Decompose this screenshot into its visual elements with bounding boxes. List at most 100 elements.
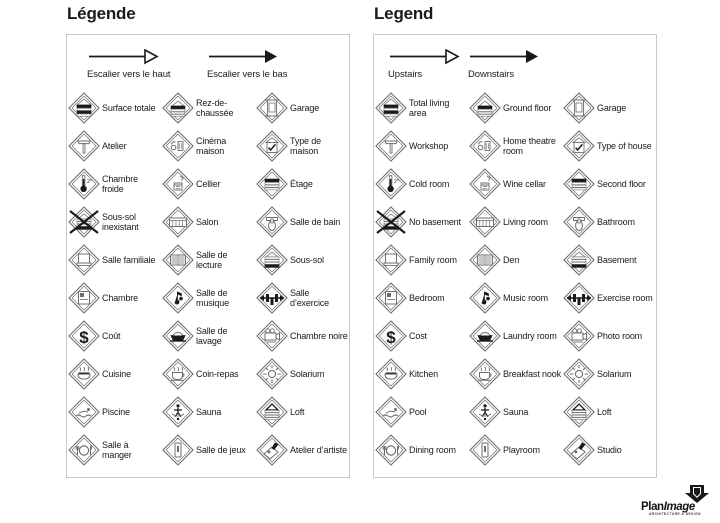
legend-item[interactable]: Salle de lavage [161, 317, 255, 355]
legend-item-label: Cost [409, 330, 427, 341]
legend-item-label: Salle de musique [196, 287, 229, 308]
legend-item[interactable]: $ Coût [67, 317, 161, 355]
legend-item-label: Ground floor [503, 102, 552, 113]
legend-item[interactable]: Cinéma maison [161, 127, 255, 165]
legend-item[interactable]: Chambre noire [255, 317, 349, 355]
page-title-en: Legend [374, 4, 434, 23]
legend-item[interactable]: Atelier [67, 127, 161, 165]
legend-row: $ Cost Laundry room Photo room [374, 317, 656, 355]
legend-item-label: Total living area [409, 97, 450, 118]
legend-item[interactable]: Home theatre room [468, 127, 562, 165]
legend-item[interactable]: Chambre [67, 279, 161, 317]
legend-item[interactable]: No basement [374, 203, 468, 241]
legend-item[interactable]: 2° Chambre froide [67, 165, 161, 203]
dining-room-icon [374, 433, 408, 467]
legend-item[interactable]: Cuisine [67, 355, 161, 393]
legend-item[interactable]: Photo room [562, 317, 656, 355]
legend-item[interactable]: Type de maison [255, 127, 349, 165]
laundry-room-icon [161, 319, 195, 353]
cold-room-icon: 2° [67, 167, 101, 201]
workshop-icon [374, 129, 408, 163]
legend-row: Dining room Playroom Studio [374, 431, 656, 469]
legend-item-label: Surface totale [102, 102, 156, 113]
legend-item[interactable]: Playroom [468, 431, 562, 469]
legend-item-label: Garage [597, 102, 627, 113]
arrow-down-stairs-icon [207, 49, 287, 67]
legend-item[interactable]: Dining room [374, 431, 468, 469]
legend-item[interactable]: Garage [255, 89, 349, 127]
legend-item[interactable]: Sous-sol [255, 241, 349, 279]
legend-item[interactable]: Piscine [67, 393, 161, 431]
second-floor-icon [562, 167, 596, 201]
legend-item[interactable]: Laundry room [468, 317, 562, 355]
legend-item[interactable]: Wine cellar [468, 165, 562, 203]
legend-item-label: Salle de lavage [196, 325, 228, 346]
legend-item-label: Salon [196, 216, 219, 227]
legend-item-label: Garage [290, 102, 320, 113]
legend-item-label: Type of house [597, 140, 652, 151]
legend-item[interactable]: Solarium [255, 355, 349, 393]
legend-row: 2° Chambre froide Cellier Étage [67, 165, 349, 203]
legend-item[interactable]: Total living area [374, 89, 468, 127]
arrow-label: Upstairs [388, 69, 423, 80]
legend-item[interactable]: Salle de lecture [161, 241, 255, 279]
home-theatre-icon [161, 129, 195, 163]
legend-item[interactable]: Music room [468, 279, 562, 317]
legend-item[interactable]: Den [468, 241, 562, 279]
type-of-house-icon [255, 129, 289, 163]
legend-item[interactable]: Bedroom [374, 279, 468, 317]
legend-item[interactable]: Surface totale [67, 89, 161, 127]
legend-item-label: Solarium [290, 368, 325, 379]
legend-item[interactable]: Salle de musique [161, 279, 255, 317]
legend-item[interactable]: Sauna [468, 393, 562, 431]
legend-item[interactable]: Rez-de-chaussée [161, 89, 255, 127]
legend-item[interactable]: Garage [562, 89, 656, 127]
legend-item[interactable]: Exercise room [562, 279, 656, 317]
legend-item-label: Solarium [597, 368, 632, 379]
bedroom-icon [67, 281, 101, 315]
legend-item[interactable]: Ground floor [468, 89, 562, 127]
legend-item[interactable]: Second floor [562, 165, 656, 203]
legend-item[interactable]: Salle d’exercice [255, 279, 349, 317]
legend-item[interactable]: Salle familiale [67, 241, 161, 279]
legend-row: $ Coût Salle de lavage Chambre noire [67, 317, 349, 355]
legend-item[interactable]: Sauna [161, 393, 255, 431]
bathroom-icon [255, 205, 289, 239]
legend-item[interactable]: Workshop [374, 127, 468, 165]
logo-name-part1: Plan [641, 501, 664, 513]
legend-item[interactable]: Salle de jeux [161, 431, 255, 469]
legend-item[interactable]: Bathroom [562, 203, 656, 241]
legend-item[interactable]: Family room [374, 241, 468, 279]
legend-item[interactable]: Salle de bain [255, 203, 349, 241]
legend-item[interactable]: Living room [468, 203, 562, 241]
arrow-label: Downstairs [468, 69, 514, 80]
legend-item[interactable]: Loft [562, 393, 656, 431]
legend-item[interactable]: Étage [255, 165, 349, 203]
legend-item[interactable]: Pool [374, 393, 468, 431]
legend-item-label: Studio [597, 444, 622, 455]
legend-row: Chambre Salle de musique Salle d’exercice [67, 279, 349, 317]
legend-item[interactable]: Loft [255, 393, 349, 431]
legend-item[interactable]: Breakfast nook [468, 355, 562, 393]
legend-item[interactable]: Basement [562, 241, 656, 279]
legend-panel-en: Upstairs Downstairs Total living area Grou… [373, 34, 657, 478]
photo-room-icon [562, 319, 596, 353]
legend-item[interactable]: Sous-sol inexistant [67, 203, 161, 241]
legend-item[interactable]: Kitchen [374, 355, 468, 393]
kitchen-icon [67, 357, 101, 391]
legend-row: Kitchen Breakfast nook Solarium [374, 355, 656, 393]
legend-item[interactable]: Coin-repas [161, 355, 255, 393]
legend-item[interactable]: Atelier d’artiste [255, 431, 349, 469]
legend-item[interactable]: $ Cost [374, 317, 468, 355]
legend-item-label: Photo room [597, 330, 643, 341]
legend-item[interactable]: Cellier [161, 165, 255, 203]
legend-item-label: Cellier [196, 178, 221, 189]
legend-item-label: Chambre [102, 292, 138, 303]
legend-item[interactable]: 2° Cold room [374, 165, 468, 203]
legend-item[interactable]: Solarium [562, 355, 656, 393]
legend-item-label: Family room [409, 254, 457, 265]
legend-item[interactable]: Salle à manger [67, 431, 161, 469]
legend-item[interactable]: Salon [161, 203, 255, 241]
legend-item[interactable]: Type of house [562, 127, 656, 165]
legend-item[interactable]: Studio [562, 431, 656, 469]
